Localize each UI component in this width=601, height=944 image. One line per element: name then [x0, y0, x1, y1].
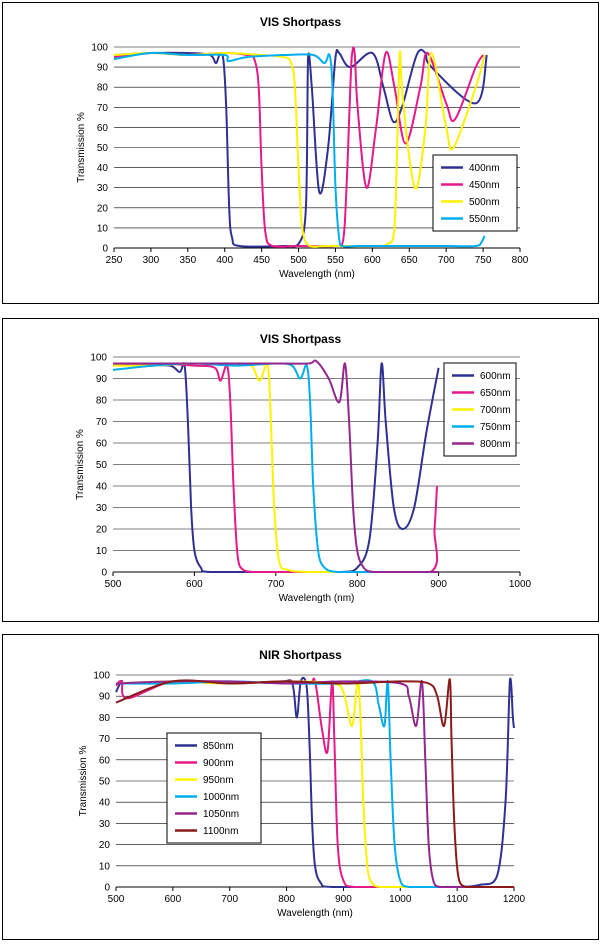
y-tick-label: 80	[96, 396, 108, 407]
y-tick-label: 10	[97, 223, 109, 234]
legend-label: 700nm	[480, 405, 511, 416]
y-tick-label: 40	[97, 163, 109, 174]
x-tick-label: 1200	[503, 894, 526, 905]
legend-label: 400nm	[469, 163, 500, 174]
x-tick-label: 900	[430, 579, 447, 590]
chart-nir-shortpass: 0 10 20 30 40 50 60 70 80 90 100 500 600 700 800 900 100…	[78, 671, 526, 920]
legend-label: 850nm	[203, 741, 234, 752]
x-tick-label: 1000	[389, 894, 412, 905]
y-tick-label: 70	[97, 103, 109, 114]
x-tick-label: 500	[290, 255, 307, 266]
series-line-800nm	[113, 359, 439, 573]
x-axis-label: Wavelength (nm)	[279, 269, 355, 280]
x-tick-label: 550	[327, 255, 344, 266]
legend-label: 950nm	[203, 775, 234, 786]
x-tick-label: 450	[253, 255, 270, 266]
x-tick-label: 700	[438, 255, 455, 266]
y-axis-label: Transmission %	[75, 429, 86, 500]
legend-label: 1100nm	[203, 826, 238, 837]
y-tick-label: 60	[96, 439, 108, 450]
y-tick-label: 10	[96, 546, 108, 557]
legend-label: 1000nm	[203, 792, 239, 803]
legend-label: 1050nm	[203, 809, 239, 820]
x-tick-label: 400	[216, 255, 233, 266]
x-tick-label: 900	[335, 894, 352, 905]
legend-label: 800nm	[480, 439, 511, 450]
x-tick-label: 350	[179, 255, 196, 266]
y-axis-label: Transmission %	[78, 746, 89, 817]
y-tick-label: 0	[104, 883, 110, 894]
y-tick-label: 0	[102, 244, 108, 255]
chart-title-2: VIS Shortpass	[259, 332, 342, 346]
legend-label: 900nm	[203, 758, 234, 769]
x-tick-label: 1100	[446, 894, 468, 905]
y-tick-label: 90	[99, 692, 111, 703]
x-tick-label: 300	[143, 255, 160, 266]
y-tick-label: 30	[99, 819, 111, 830]
y-tick-label: 70	[96, 417, 108, 428]
x-tick-label: 600	[165, 894, 182, 905]
y-tick-label: 50	[99, 777, 111, 788]
legend-label: 550nm	[469, 214, 500, 225]
series-line-550nm	[113, 51, 486, 248]
y-tick-label: 80	[97, 83, 109, 94]
y-tick-label: 50	[97, 143, 109, 154]
x-axis-label: Wavelength (nm)	[279, 593, 355, 604]
y-tick-label: 40	[99, 798, 111, 809]
chart-panel-2: VIS Shortpass 0 10 20 30 40 50 60 70 80 90 100 500 6…	[2, 318, 599, 622]
x-tick-label: 1000	[509, 579, 532, 590]
x-tick-label: 700	[221, 894, 238, 905]
series-line-1100nm	[115, 678, 514, 888]
y-tick-label: 90	[96, 374, 108, 385]
legend-label: 450nm	[469, 180, 500, 191]
y-tick-label: 20	[99, 840, 111, 851]
x-tick-label: 600	[186, 579, 203, 590]
y-tick-label: 60	[99, 755, 111, 766]
y-tick-label: 30	[96, 503, 108, 514]
x-tick-label: 800	[278, 894, 295, 905]
y-tick-label: 100	[91, 43, 108, 54]
chart-vis-shortpass-2: 0 10 20 30 40 50 60 70 80 90 100 500 600 700 800 900 100…	[75, 353, 532, 605]
chart-title-1: VIS Shortpass	[259, 15, 342, 29]
legend-label: 750nm	[480, 422, 511, 433]
x-tick-label: 800	[512, 255, 529, 266]
legend-box	[166, 732, 262, 844]
y-tick-label: 100	[93, 671, 110, 682]
x-tick-label: 500	[105, 579, 122, 590]
y-axis-label: Transmission %	[76, 112, 87, 183]
legend-label: 500nm	[469, 197, 500, 208]
y-tick-label: 80	[99, 713, 111, 724]
series-line-500nm	[113, 50, 486, 248]
chart-title-3: NIR Shortpass	[259, 648, 342, 662]
legend-label: 650nm	[480, 388, 511, 399]
x-tick-label: 650	[401, 255, 418, 266]
x-axis-label: Wavelength (nm)	[277, 908, 353, 919]
chart-vis-shortpass-1: 0 10 20 30 40 50 60 70 80 90 100 250 300 350 400 450 500…	[76, 43, 529, 281]
y-tick-label: 20	[97, 203, 109, 214]
y-tick-label: 20	[96, 525, 108, 536]
y-tick-label: 10	[99, 861, 111, 872]
y-tick-label: 50	[96, 460, 108, 471]
series-line-650nm	[112, 362, 439, 573]
x-tick-label: 750	[475, 255, 492, 266]
x-tick-label: 250	[106, 255, 123, 266]
x-tick-label: 800	[349, 579, 366, 590]
y-tick-label: 100	[90, 353, 107, 364]
x-tick-label: 600	[364, 255, 381, 266]
y-tick-label: 60	[97, 123, 109, 134]
y-tick-label: 30	[97, 183, 109, 194]
legend-label: 600nm	[480, 371, 511, 382]
x-tick-label: 500	[108, 894, 125, 905]
y-tick-label: 90	[97, 63, 109, 74]
y-tick-label: 0	[101, 568, 107, 579]
chart-panel-3: NIR Shortpass 0 10 20 30 40 50 60 70 80 90 100 500 6…	[2, 634, 599, 940]
chart-panel-1: VIS Shortpass 0 10 20 30 40 50 60 70 80 90 100 250 3…	[2, 2, 599, 304]
y-tick-label: 70	[99, 734, 111, 745]
x-tick-label: 700	[267, 579, 284, 590]
y-tick-label: 40	[96, 482, 108, 493]
